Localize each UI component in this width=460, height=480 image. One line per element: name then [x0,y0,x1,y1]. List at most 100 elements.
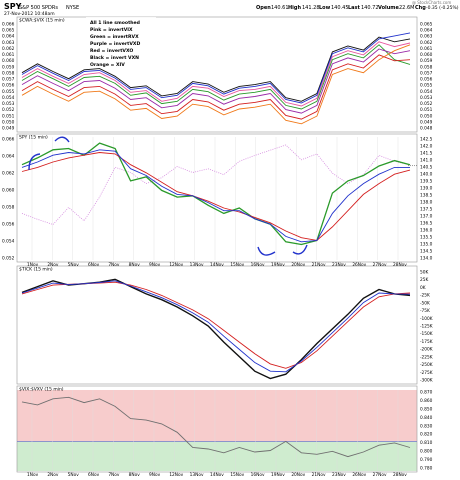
right-tick-label: 0.810 [420,440,433,446]
right-tick-label: 0.051 [420,107,433,113]
ratio-panel-frame [16,385,418,473]
right-tick-label: -200K [420,347,433,353]
x-tick-label: 6Nov [88,262,100,268]
left-tick-label: 0.060 [2,188,15,194]
right-tick-label: 142.5 [420,137,433,143]
left-tick-label: 0.063 [2,40,15,46]
x-tick-label: 16Nov [251,262,265,268]
series-line-ratio [21,396,411,458]
right-tick-label: 134.5 [420,249,433,255]
x-tick-label: 2Nov [47,262,59,268]
ratio-green-zone [17,441,417,471]
left-tick-label: 0.057 [2,77,15,83]
price-panel-title: SPY (15 min) [19,135,48,141]
ratio-panel-title: $VIX:$VXV (15 min) [19,387,64,393]
right-tick-label: 0.049 [420,119,433,125]
right-tick-label: -125K [420,324,433,330]
left-tick-label: 0.060 [2,58,15,64]
x-tick-label: 21Nov [312,472,326,478]
left-tick-label: 0.052 [2,107,15,113]
annotation-arc-4 [292,244,308,255]
legend-entry: Orange = XIV [90,62,125,68]
top-panel-title: $CWA:$VIX (15 min) [19,18,65,24]
top-panel-frame [16,16,418,133]
left-tick-label: 0.054 [2,95,15,101]
right-tick-label: 138.5 [420,193,433,199]
right-tick-label: 0.063 [420,34,433,40]
right-tick-label: 138.0 [420,200,433,206]
x-tick-label: 7Nov [108,262,120,268]
series-line-black-invert-vxn [21,36,411,102]
series-line-green-invertrvx [21,44,411,110]
left-tick-label: 0.059 [2,64,15,70]
right-tick-label: 136.0 [420,228,433,234]
x-tick-label: 14Nov [210,472,224,478]
left-tick-label: 0.054 [2,239,15,245]
x-tick-label: 14Nov [210,262,224,268]
x-tick-label: 28Nov [393,262,407,268]
chart-symbol: SPY [4,2,22,11]
last-value: 140.72 [361,5,379,11]
x-tick-label: 9Nov [149,262,161,268]
x-tick-label: 27Nov [373,262,387,268]
watermark: @ StockCharts.com [412,0,451,5]
right-tick-label: -300K [420,378,433,384]
right-tick-label: 0.820 [420,432,433,438]
legend-entry: Pink = invertVIX [90,27,133,33]
left-tick-label: 0.051 [2,113,15,119]
right-tick-label: 0.062 [420,40,433,46]
series-line-blue-ma [21,149,410,243]
x-tick-label: 12Nov [169,262,183,268]
chart-symbol-name: S&P 500 SPDRs [19,5,58,11]
right-tick-label: -50K [420,300,430,306]
left-tick-label: 0.065 [2,28,15,34]
left-tick-label: 0.050 [2,119,15,125]
overlay-dotted-line [21,144,411,225]
right-tick-label: 0.056 [420,77,433,83]
right-tick-label: 0.060 [420,52,433,58]
right-tick-label: 50K [420,270,428,276]
right-tick-label: 0.059 [420,58,433,64]
left-tick-label: 0.066 [2,137,15,143]
right-tick-label: -175K [420,339,433,345]
chart-datetime: 27-Nov-2012 10:48am [4,11,55,17]
left-tick-label: 0.053 [2,101,15,107]
annotation-arc-2 [54,136,70,143]
series-line-blue-ma [21,280,411,373]
legend-entry: Purple = invertVXD [90,41,140,47]
right-tick-label: -150K [420,331,433,337]
price-panel-frame [16,133,418,263]
legend-entry: Green = invertRVX [90,34,139,40]
right-tick-label: 0.061 [420,46,433,52]
annotation-arc-1 [28,153,41,171]
left-tick-label: 0.055 [2,89,15,95]
tick-panel-frame [16,265,418,385]
x-tick-label: 9Nov [149,472,161,478]
x-tick-label: 12Nov [169,472,183,478]
left-tick-label: 0.064 [2,154,15,160]
left-tick-label: 0.062 [2,171,15,177]
ratio-red-zone [17,390,417,441]
right-tick-label: 140.0 [420,172,433,178]
x-tick-label: 7Nov [108,472,120,478]
right-tick-label: 0.048 [420,126,433,132]
right-tick-label: 0.800 [420,449,433,455]
right-tick-label: 141.5 [420,151,433,157]
left-tick-label: 0.052 [2,256,15,262]
annotation-arc-3 [257,246,276,256]
x-tick-label: 23Nov [332,472,346,478]
right-tick-label: 0K [420,285,426,291]
right-tick-label: 0.065 [420,22,433,28]
left-tick-label: 0.058 [2,70,15,76]
left-tick-label: 0.061 [2,52,15,58]
x-tick-label: 6Nov [88,472,100,478]
right-tick-label: 142.0 [420,144,433,150]
series-line-red-invertvxo [21,54,411,120]
x-tick-label: 1Nov [27,472,39,478]
series-line-purple-invertvxd [21,48,411,114]
legend-entry: All 1 line smoothed [90,20,140,26]
right-tick-label: 0.055 [420,83,433,89]
x-tick-label: 26Nov [352,472,366,478]
